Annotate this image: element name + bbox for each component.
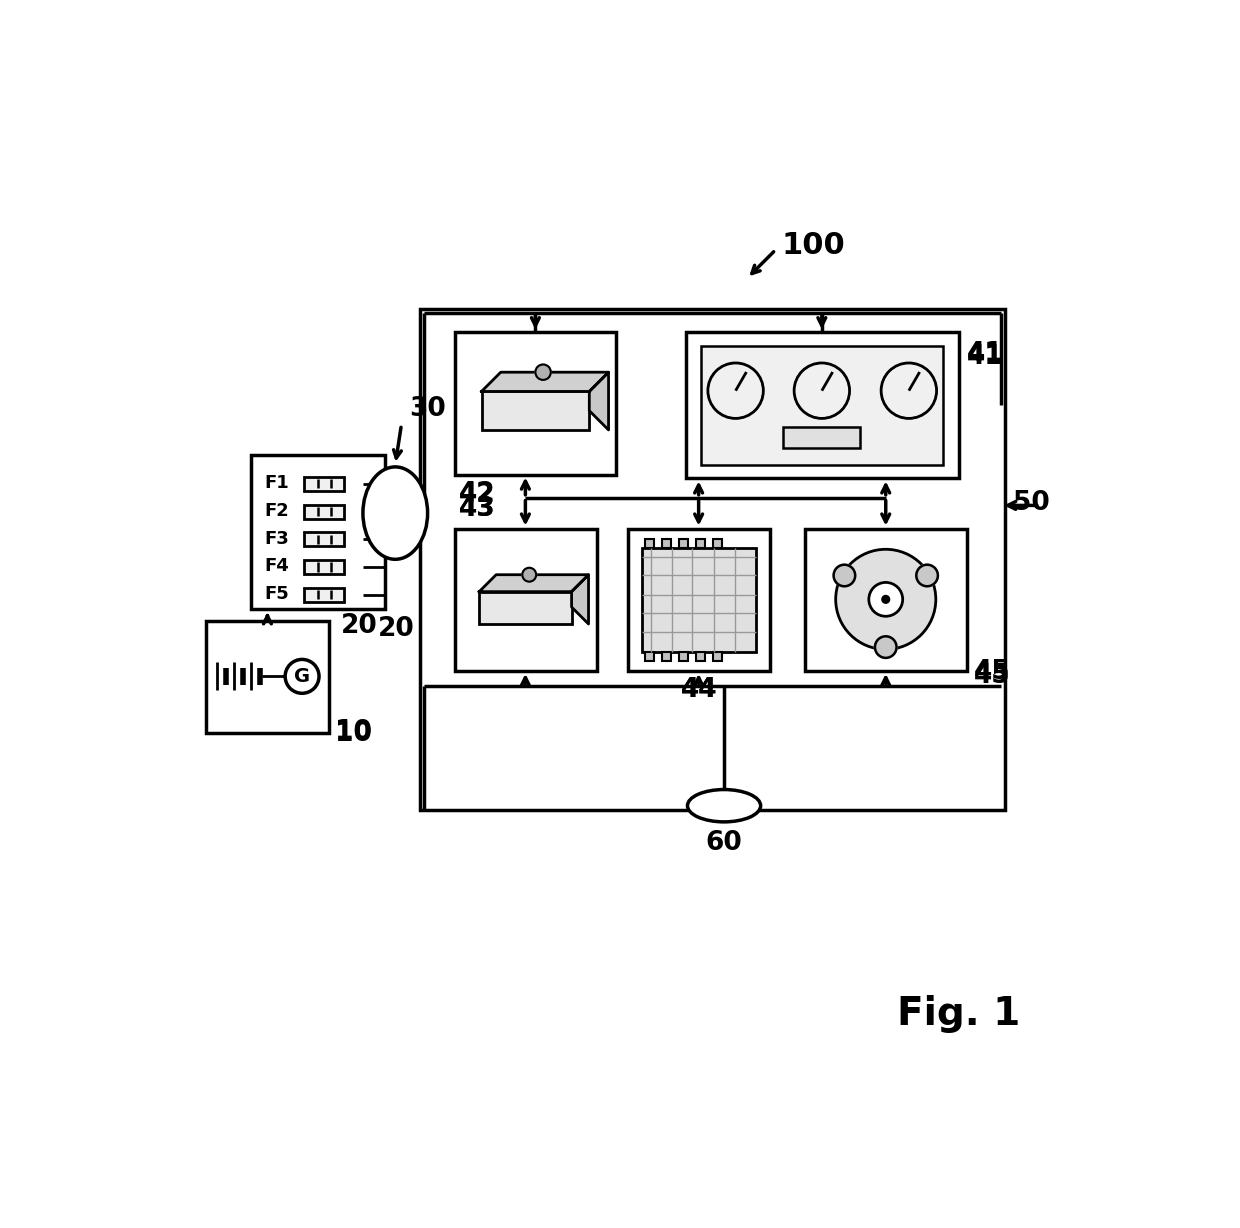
Circle shape xyxy=(836,549,936,650)
Circle shape xyxy=(536,365,551,379)
Text: 42: 42 xyxy=(459,483,495,508)
Bar xyxy=(304,533,345,546)
Text: G: G xyxy=(294,667,310,686)
Bar xyxy=(784,427,861,448)
Text: 30: 30 xyxy=(409,397,446,422)
Bar xyxy=(455,528,596,670)
Bar xyxy=(304,505,345,518)
Circle shape xyxy=(875,636,897,658)
Text: 60: 60 xyxy=(706,830,743,856)
Text: 43: 43 xyxy=(459,496,495,522)
Polygon shape xyxy=(572,575,589,624)
Ellipse shape xyxy=(363,467,428,559)
Bar xyxy=(678,539,688,548)
Bar xyxy=(805,528,967,670)
Text: 100: 100 xyxy=(781,231,846,260)
Circle shape xyxy=(833,565,856,586)
Bar xyxy=(304,476,345,491)
Text: 41: 41 xyxy=(967,341,1003,367)
Text: F5: F5 xyxy=(264,585,289,603)
Bar xyxy=(645,652,653,661)
Text: 20: 20 xyxy=(377,615,414,641)
Text: 20: 20 xyxy=(341,613,377,640)
Polygon shape xyxy=(589,372,609,430)
Text: F3: F3 xyxy=(264,529,289,548)
Circle shape xyxy=(916,565,937,586)
Bar xyxy=(713,539,722,548)
Ellipse shape xyxy=(687,790,760,822)
Text: 45: 45 xyxy=(975,659,1011,685)
Bar xyxy=(645,539,653,548)
Text: 10: 10 xyxy=(335,721,372,747)
Bar xyxy=(696,539,704,548)
Bar xyxy=(662,539,671,548)
Text: 42: 42 xyxy=(459,481,495,507)
Circle shape xyxy=(882,596,889,603)
Bar xyxy=(304,588,345,602)
Bar xyxy=(479,592,572,624)
Polygon shape xyxy=(479,575,589,592)
Bar xyxy=(206,621,329,733)
Bar xyxy=(420,309,1006,809)
Text: F1: F1 xyxy=(264,474,289,492)
Circle shape xyxy=(522,567,536,582)
Bar xyxy=(713,652,722,661)
Bar xyxy=(662,652,671,661)
Text: 44: 44 xyxy=(681,677,717,704)
Text: 41: 41 xyxy=(967,344,1003,370)
Text: F4: F4 xyxy=(264,558,289,575)
Bar xyxy=(627,528,770,670)
Bar xyxy=(701,346,944,465)
Text: 50: 50 xyxy=(1013,490,1049,516)
Text: 44: 44 xyxy=(681,677,717,704)
Text: 45: 45 xyxy=(975,663,1011,689)
Text: F2: F2 xyxy=(264,502,289,519)
Bar xyxy=(250,456,386,609)
Bar xyxy=(455,332,616,474)
Bar xyxy=(696,652,704,661)
Text: Fig. 1: Fig. 1 xyxy=(898,995,1021,1033)
Bar xyxy=(481,392,589,430)
Text: 10: 10 xyxy=(335,718,372,744)
Bar xyxy=(641,548,756,652)
Polygon shape xyxy=(481,372,609,392)
Text: 43: 43 xyxy=(459,496,495,522)
Bar xyxy=(678,652,688,661)
Bar xyxy=(703,798,745,813)
Bar xyxy=(304,560,345,573)
Circle shape xyxy=(869,582,903,616)
Bar xyxy=(686,332,959,479)
